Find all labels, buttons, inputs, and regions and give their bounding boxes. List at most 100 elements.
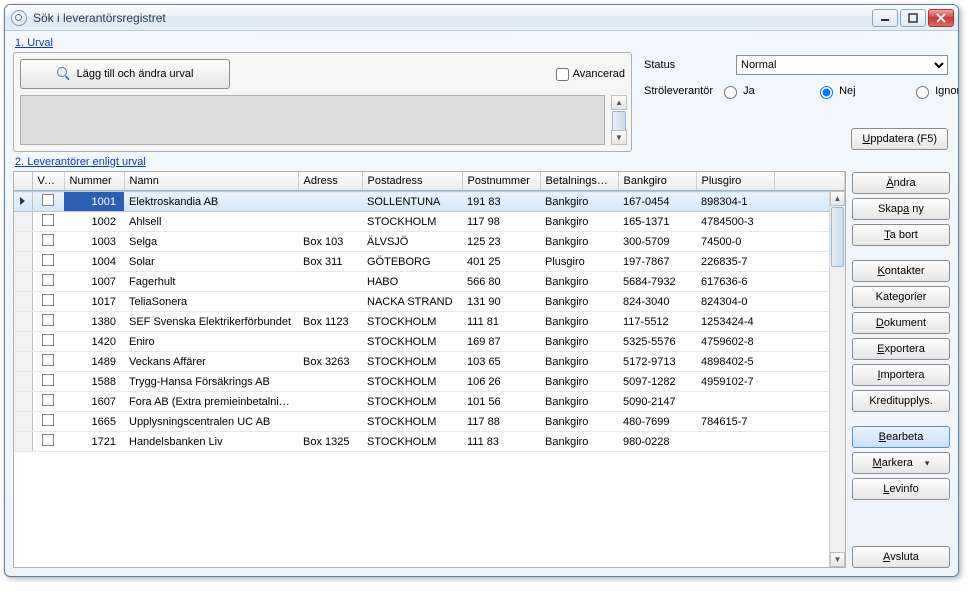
table-scrollbar[interactable]: ▲ ▼ [829, 191, 845, 567]
table-scroll-down[interactable]: ▼ [830, 552, 845, 567]
table-body: 1001Elektroskandia ABSOLLENTUNA191 83Ban… [14, 192, 829, 452]
radio-ignorera[interactable]: Ignorera [911, 83, 958, 99]
col-postadress[interactable]: Postadress [362, 172, 462, 191]
table-row[interactable]: 1607Fora AB (Extra premieinbetalning)STO… [14, 392, 829, 412]
filter-panel: Status Normal Ströleverantör Ja Nej Igno… [638, 52, 950, 152]
urval-canvas [20, 95, 605, 145]
cell-pad [774, 332, 829, 352]
markera-button[interactable]: Markera [852, 452, 950, 474]
cell-vald[interactable] [32, 352, 64, 372]
table-row[interactable]: 1420EniroSTOCKHOLM169 87Bankgiro5325-557… [14, 332, 829, 352]
row-marker [14, 392, 32, 412]
advanced-checkbox-row[interactable]: Avancerad [556, 68, 625, 81]
cell-vald[interactable] [32, 392, 64, 412]
status-select[interactable]: Normal [736, 55, 948, 75]
table-row[interactable]: 1001Elektroskandia ABSOLLENTUNA191 83Ban… [14, 192, 829, 212]
cell-adress: Box 311 [298, 252, 362, 272]
cell-pad [774, 352, 829, 372]
table-row[interactable]: 1721Handelsbanken LivBox 1325STOCKHOLM11… [14, 432, 829, 452]
cell-bankgiro: 5325-5576 [618, 332, 696, 352]
andra-button[interactable]: Ändra [852, 172, 950, 194]
cell-plusgiro: 784615-7 [696, 412, 774, 432]
table-row[interactable]: 1007FagerhultHABO566 80Bankgiro5684-7932… [14, 272, 829, 292]
cell-namn: Ahlsell [124, 212, 298, 232]
row-marker [14, 232, 32, 252]
exportera-button[interactable]: Exportera [852, 338, 950, 360]
cell-adress: Box 103 [298, 232, 362, 252]
table-row[interactable]: 1004SolarBox 311GÖTEBORG401 25Plusgiro19… [14, 252, 829, 272]
urval-scroll-down[interactable]: ▼ [611, 130, 627, 145]
cell-betalningskod: Bankgiro [540, 192, 618, 212]
row-marker [14, 412, 32, 432]
cell-postadress: STOCKHOLM [362, 392, 462, 412]
cell-vald[interactable] [32, 412, 64, 432]
kreditupplys-button[interactable]: Kreditupplys. [852, 390, 950, 412]
radio-ja[interactable]: Ja [719, 83, 805, 99]
col-plusgiro[interactable]: Plusgiro [696, 172, 774, 191]
radio-nej[interactable]: Nej [815, 83, 901, 99]
col-vald[interactable]: Vald [32, 172, 64, 191]
urval-panel: Lägg till och ändra urval Avancerad ▲ ▼ [13, 52, 632, 152]
importera-button[interactable]: Importera [852, 364, 950, 386]
cell-vald[interactable] [32, 332, 64, 352]
col-bankgiro[interactable]: Bankgiro [618, 172, 696, 191]
col-postnummer[interactable]: Postnummer [462, 172, 540, 191]
add-edit-urval-button[interactable]: Lägg till och ändra urval [20, 59, 230, 89]
col-nummer[interactable]: Nummer [64, 172, 124, 191]
maximize-button[interactable] [900, 9, 926, 27]
table-scroll-thumb[interactable] [831, 207, 844, 267]
cell-vald[interactable] [32, 292, 64, 312]
urval-scroll-up[interactable]: ▲ [611, 95, 627, 110]
cell-betalningskod: Bankgiro [540, 432, 618, 452]
cell-betalningskod: Bankgiro [540, 372, 618, 392]
cell-postnummer: 117 88 [462, 412, 540, 432]
cell-vald[interactable] [32, 232, 64, 252]
col-namn[interactable]: Namn [124, 172, 298, 191]
cell-plusgiro: 4898402-5 [696, 352, 774, 372]
cell-pad [774, 372, 829, 392]
cell-adress [298, 332, 362, 352]
close-button[interactable] [928, 9, 954, 27]
cell-namn: TeliaSonera [124, 292, 298, 312]
col-betalningskod[interactable]: Betalningskod [540, 172, 618, 191]
dokument-button[interactable]: Dokument [852, 312, 950, 334]
advanced-checkbox[interactable] [556, 68, 569, 81]
cell-vald[interactable] [32, 252, 64, 272]
search-icon [57, 67, 71, 81]
minimize-button[interactable] [872, 9, 898, 27]
table-row[interactable]: 1002AhlsellSTOCKHOLM117 98Bankgiro165-13… [14, 212, 829, 232]
kategorier-button[interactable]: Kategorier [852, 286, 950, 308]
cell-bankgiro: 5090-2147 [618, 392, 696, 412]
levinfo-button[interactable]: Levinfo [852, 478, 950, 500]
col-adress[interactable]: Adress [298, 172, 362, 191]
table-row[interactable]: 1588Trygg-Hansa Försäkrings ABSTOCKHOLM1… [14, 372, 829, 392]
cell-adress [298, 272, 362, 292]
table-row[interactable]: 1665Upplysningscentralen UC ABSTOCKHOLM1… [14, 412, 829, 432]
cell-bankgiro: 5684-7932 [618, 272, 696, 292]
kontakter-button[interactable]: Kontakter [852, 260, 950, 282]
cell-postadress: STOCKHOLM [362, 312, 462, 332]
table-row[interactable]: 1380SEF Svenska ElektrikerförbundetBox 1… [14, 312, 829, 332]
cell-namn: Elektroskandia AB [124, 192, 298, 212]
cell-postnummer: 401 25 [462, 252, 540, 272]
cell-vald[interactable] [32, 212, 64, 232]
cell-vald[interactable] [32, 312, 64, 332]
skapa-ny-button[interactable]: Skapa ny [852, 198, 950, 220]
cell-vald[interactable] [32, 192, 64, 212]
table-row[interactable]: 1489Veckans AffärerBox 3263STOCKHOLM103 … [14, 352, 829, 372]
cell-betalningskod: Bankgiro [540, 332, 618, 352]
cell-vald[interactable] [32, 432, 64, 452]
table-scroll-up[interactable]: ▲ [830, 191, 845, 206]
cell-postnummer: 191 83 [462, 192, 540, 212]
bearbeta-button[interactable]: Bearbeta [852, 426, 950, 448]
cell-vald[interactable] [32, 372, 64, 392]
col-pad [774, 172, 845, 191]
avsluta-button[interactable]: Avsluta [852, 546, 950, 568]
table-row[interactable]: 1017TeliaSoneraNACKA STRAND131 90Bankgir… [14, 292, 829, 312]
table-row[interactable]: 1003SelgaBox 103ÄLVSJÖ125 23Bankgiro300-… [14, 232, 829, 252]
cell-vald[interactable] [32, 272, 64, 292]
update-button[interactable]: Uppdatera (F5) [851, 128, 948, 150]
ta-bort-button[interactable]: Ta bort [852, 224, 950, 246]
row-marker [14, 252, 32, 272]
cell-pad [774, 292, 829, 312]
